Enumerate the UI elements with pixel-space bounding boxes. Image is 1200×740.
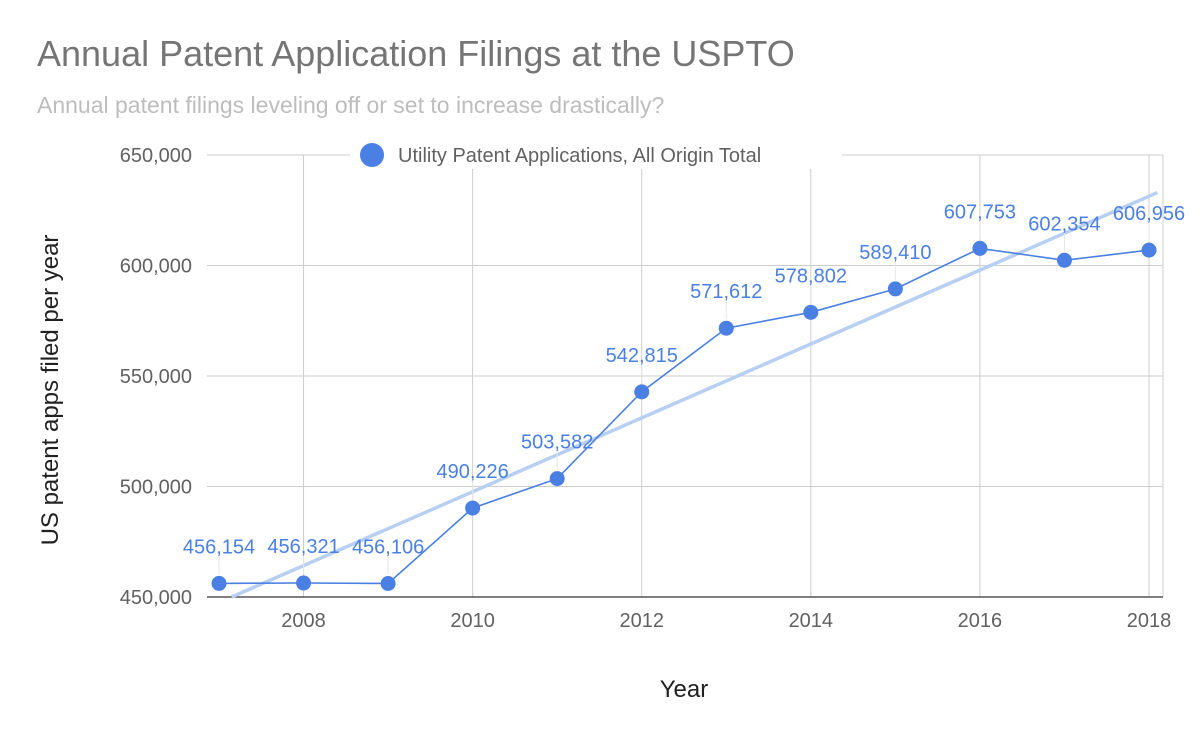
y-tick-label: 600,000 <box>120 256 192 278</box>
data-label-2012: 542,815 <box>606 345 678 367</box>
data-label-2015: 589,410 <box>859 242 931 264</box>
x-tick-label: 2016 <box>958 610 1003 632</box>
data-label-2017: 602,354 <box>1028 213 1100 235</box>
chart-subtitle: Annual patent filings leveling off or se… <box>37 92 664 118</box>
x-tick-label: 2014 <box>789 610 834 632</box>
data-point-2012 <box>634 384 650 400</box>
x-tick-label: 2010 <box>450 610 495 632</box>
data-label-2013: 571,612 <box>690 281 762 303</box>
chart-title: Annual Patent Application Filings at the… <box>37 33 795 74</box>
data-point-2017 <box>1056 252 1072 268</box>
data-label-2011: 503,582 <box>521 432 593 454</box>
data-label-2018: 606,956 <box>1113 203 1185 225</box>
data-label-2009: 456,106 <box>352 537 424 559</box>
data-point-2014 <box>803 304 819 320</box>
trendline-layer <box>230 190 1159 599</box>
y-tick-label: 450,000 <box>120 587 192 609</box>
data-label-2014: 578,802 <box>775 265 847 287</box>
data-point-2015 <box>887 281 903 297</box>
data-point-2007 <box>211 575 227 591</box>
x-tick-label: 2008 <box>281 610 326 632</box>
axes: 450,000 500,000 550,000 600,000 650,000 2008 2… <box>120 145 1172 632</box>
gridlines <box>207 154 1164 598</box>
legend-label: Utility Patent Applications, All Origin … <box>398 145 761 167</box>
legend: Utility Patent Applications, All Origin … <box>350 141 842 169</box>
data-label-2016: 607,753 <box>944 201 1016 223</box>
data-label-2010: 490,226 <box>436 461 508 483</box>
data-point-2009 <box>380 576 396 592</box>
y-tick-label: 550,000 <box>120 366 192 388</box>
data-label-2007: 456,154 <box>183 536 255 558</box>
series-layer <box>211 240 1157 592</box>
y-tick-label: 500,000 <box>120 477 192 499</box>
legend-marker <box>360 143 384 167</box>
data-point-2013 <box>718 320 734 336</box>
data-labels: 456,154 456,321 456,106 490,226 503,582 542,8… <box>183 201 1185 575</box>
y-tick-label: 650,000 <box>120 145 192 167</box>
data-point-2018 <box>1141 242 1157 258</box>
legend-background <box>350 141 842 169</box>
x-tick-label: 2012 <box>619 610 664 632</box>
legend-item: Utility Patent Applications, All Origin … <box>350 141 842 169</box>
data-point-2016 <box>972 240 988 256</box>
data-point-2008 <box>296 575 312 591</box>
x-tick-label: 2018 <box>1127 610 1172 632</box>
data-point-2011 <box>549 471 565 487</box>
data-point-2010 <box>465 500 481 516</box>
y-axis-title: US patent apps filed per year <box>37 235 64 546</box>
series-line <box>218 247 1150 585</box>
x-axis-title: Year <box>660 676 709 703</box>
trendline <box>230 190 1159 599</box>
data-label-2008: 456,321 <box>267 536 339 558</box>
